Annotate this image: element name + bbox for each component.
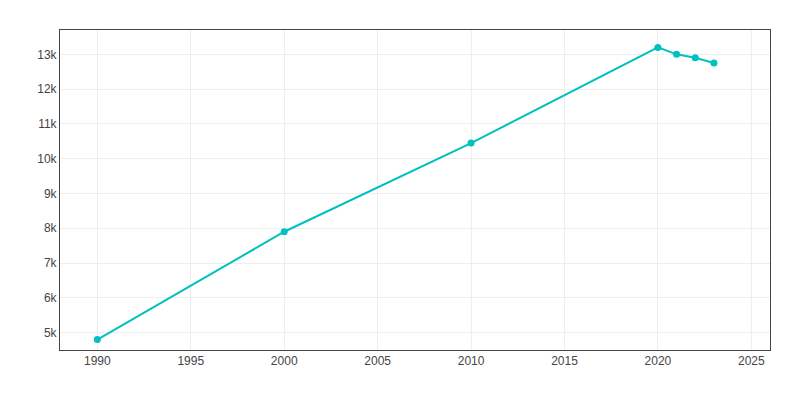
svg-text:2005: 2005 — [364, 354, 391, 368]
svg-text:1990: 1990 — [84, 354, 111, 368]
svg-text:8k: 8k — [44, 221, 58, 235]
svg-text:10k: 10k — [37, 152, 57, 166]
svg-text:2025: 2025 — [738, 354, 765, 368]
svg-text:2000: 2000 — [271, 354, 298, 368]
svg-text:7k: 7k — [44, 256, 58, 270]
svg-text:6k: 6k — [44, 291, 58, 305]
svg-text:2020: 2020 — [645, 354, 672, 368]
svg-text:1995: 1995 — [177, 354, 204, 368]
svg-text:2015: 2015 — [551, 354, 578, 368]
svg-text:13k: 13k — [37, 48, 57, 62]
svg-text:12k: 12k — [37, 82, 57, 96]
svg-text:2010: 2010 — [458, 354, 485, 368]
svg-text:11k: 11k — [38, 117, 57, 131]
svg-text:5k: 5k — [44, 326, 58, 340]
svg-text:9k: 9k — [44, 187, 58, 201]
